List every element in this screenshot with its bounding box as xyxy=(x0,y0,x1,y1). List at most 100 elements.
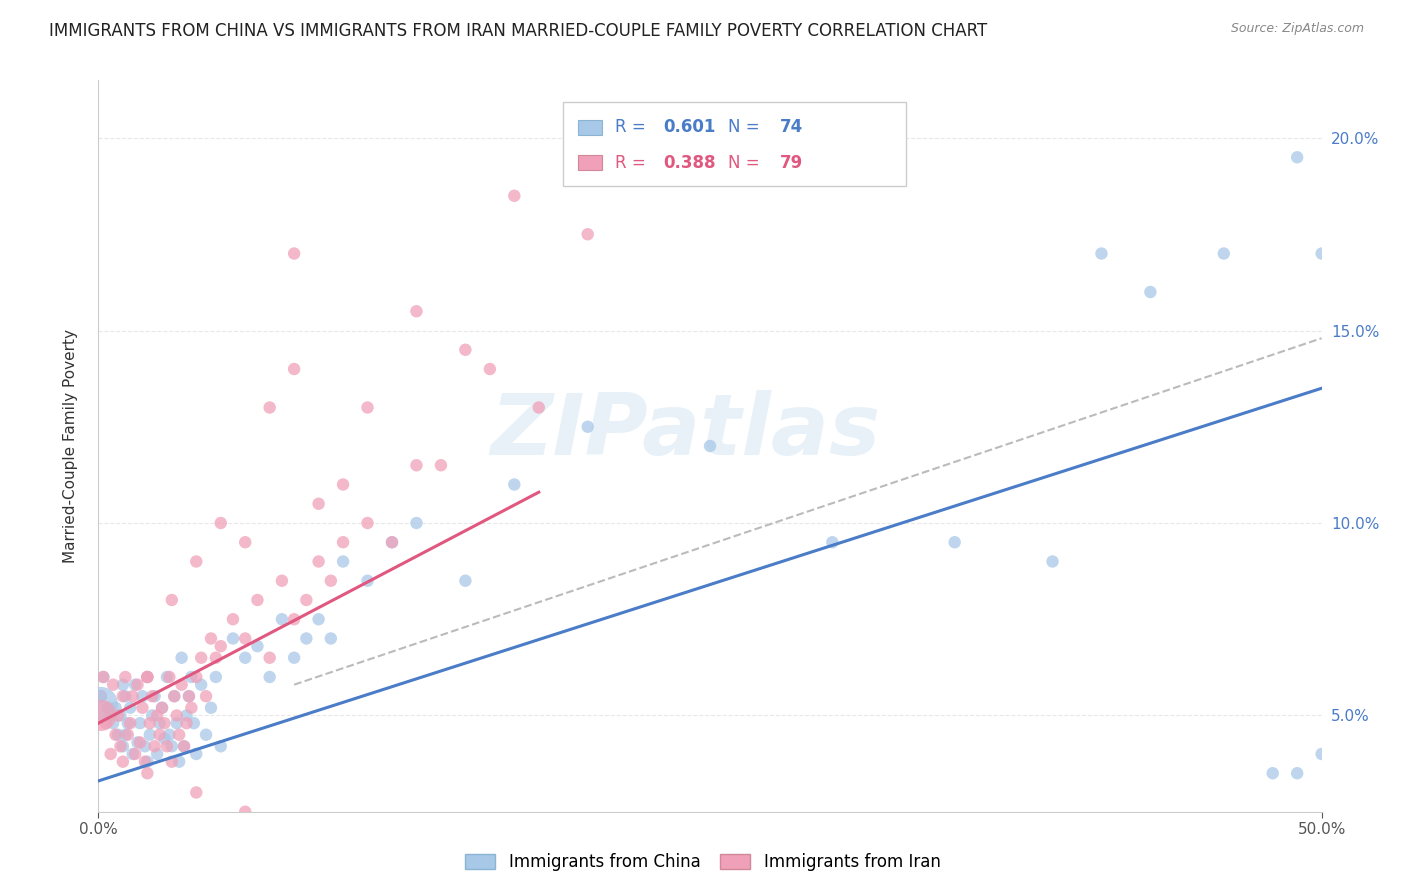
Point xyxy=(131,690,153,704)
Point xyxy=(381,535,404,549)
Text: N =: N = xyxy=(728,153,765,172)
Point xyxy=(270,612,294,626)
Point xyxy=(478,362,501,376)
Y-axis label: Married-Couple Family Poverty: Married-Couple Family Poverty xyxy=(63,329,77,563)
Point xyxy=(699,439,721,453)
Point xyxy=(209,639,232,653)
Text: R =: R = xyxy=(614,119,651,136)
Point xyxy=(90,690,112,704)
Point xyxy=(143,690,166,704)
Point xyxy=(91,670,114,684)
Point xyxy=(146,747,169,761)
Point xyxy=(134,755,156,769)
Text: R =: R = xyxy=(614,153,651,172)
Point xyxy=(190,650,212,665)
Point xyxy=(200,632,222,646)
Text: 0.601: 0.601 xyxy=(664,119,716,136)
Point xyxy=(111,755,134,769)
Point xyxy=(114,728,136,742)
Point xyxy=(332,535,354,549)
Point xyxy=(259,670,281,684)
Point xyxy=(111,678,134,692)
Point xyxy=(270,574,294,588)
Point xyxy=(104,700,127,714)
Point xyxy=(246,593,269,607)
Text: IMMIGRANTS FROM CHINA VS IMMIGRANTS FROM IRAN MARRIED-COUPLE FAMILY POVERTY CORR: IMMIGRANTS FROM CHINA VS IMMIGRANTS FROM… xyxy=(49,22,987,40)
Point xyxy=(111,690,134,704)
Point xyxy=(1310,747,1333,761)
FancyBboxPatch shape xyxy=(564,103,905,186)
Point xyxy=(430,458,453,473)
Point xyxy=(139,716,162,731)
Point xyxy=(163,690,186,704)
Point xyxy=(107,708,129,723)
Text: N =: N = xyxy=(728,119,765,136)
Point xyxy=(160,755,183,769)
Point xyxy=(91,670,114,684)
Point xyxy=(136,755,159,769)
Text: 74: 74 xyxy=(780,119,803,136)
Point xyxy=(943,535,966,549)
Point xyxy=(149,728,172,742)
Point xyxy=(1212,246,1234,260)
Point xyxy=(332,554,354,568)
Point xyxy=(90,708,112,723)
Point xyxy=(1310,246,1333,260)
Point xyxy=(405,458,427,473)
Point xyxy=(527,401,550,415)
Point xyxy=(166,708,188,723)
Point xyxy=(167,755,190,769)
Point xyxy=(576,419,599,434)
Point xyxy=(146,708,169,723)
Point xyxy=(149,716,172,731)
Point xyxy=(120,700,142,714)
Point xyxy=(222,612,245,626)
Point xyxy=(170,678,193,692)
Point xyxy=(153,731,176,746)
Point xyxy=(209,516,232,530)
Point xyxy=(90,690,112,704)
Point xyxy=(176,708,198,723)
Point xyxy=(107,728,129,742)
Point xyxy=(283,612,305,626)
Point xyxy=(356,574,378,588)
Point xyxy=(127,678,149,692)
Point xyxy=(259,401,281,415)
Point xyxy=(114,690,136,704)
Point xyxy=(136,670,159,684)
Point xyxy=(100,708,122,723)
Point xyxy=(104,728,127,742)
Point xyxy=(110,708,132,723)
Point xyxy=(233,632,256,646)
Point xyxy=(129,735,152,749)
Point xyxy=(121,690,143,704)
Point xyxy=(308,497,330,511)
FancyBboxPatch shape xyxy=(578,120,602,135)
Point xyxy=(129,716,152,731)
Point xyxy=(143,739,166,754)
Point xyxy=(1261,766,1284,780)
Point xyxy=(176,716,198,731)
Point xyxy=(186,554,208,568)
Point xyxy=(308,554,330,568)
Point xyxy=(110,739,132,754)
Point xyxy=(186,785,208,799)
Point xyxy=(117,716,139,731)
Point xyxy=(233,535,256,549)
Point xyxy=(283,246,305,260)
Point xyxy=(319,574,342,588)
Point xyxy=(308,612,330,626)
Point xyxy=(121,747,143,761)
Point xyxy=(156,739,179,754)
Point xyxy=(94,716,117,731)
Point xyxy=(120,716,142,731)
Point xyxy=(205,670,228,684)
Point xyxy=(111,739,134,754)
Point xyxy=(150,700,173,714)
Point xyxy=(157,670,180,684)
Point xyxy=(170,650,193,665)
Point xyxy=(195,690,218,704)
Point xyxy=(186,670,208,684)
Point xyxy=(503,477,526,491)
Point xyxy=(136,766,159,780)
